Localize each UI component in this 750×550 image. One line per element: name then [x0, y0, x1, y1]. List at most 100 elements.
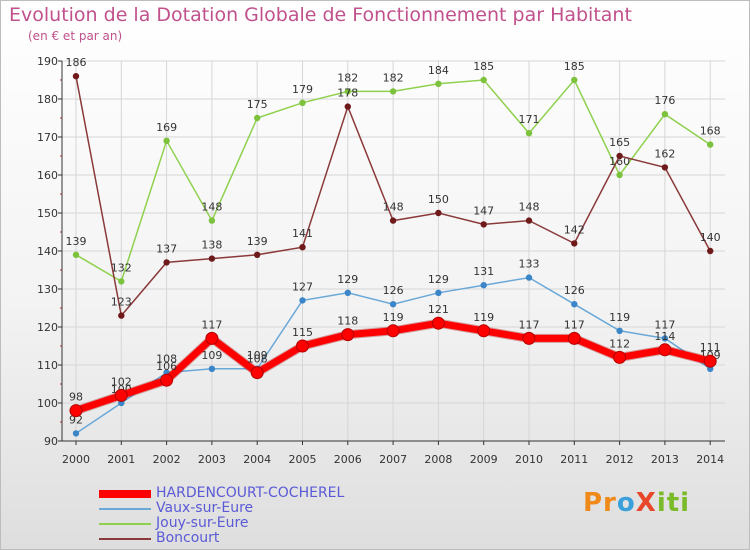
- data-label-hardencourt-cocherel: 98: [69, 391, 83, 404]
- data-point-boncourt: [118, 312, 125, 319]
- data-point-jouy-sur-eure: [435, 80, 442, 88]
- data-point-hardencourt-cocherel: [250, 366, 264, 380]
- data-point-vaux-sur-eure: [435, 289, 442, 296]
- chart-subtitle: (en € et par an): [28, 29, 123, 43]
- data-point-vaux-sur-eure: [480, 282, 487, 289]
- data-point-jouy-sur-eure: [118, 278, 125, 285]
- data-point-hardencourt-cocherel: [703, 354, 717, 368]
- y-tick-label: 190: [37, 55, 58, 68]
- y-tick-label: 160: [37, 169, 58, 182]
- data-label-vaux-sur-eure: 126: [383, 284, 404, 297]
- data-point-hardencourt-cocherel: [341, 328, 355, 342]
- y-tick-label: 100: [37, 397, 58, 410]
- data-label-vaux-sur-eure: 109: [247, 349, 268, 362]
- y-tick-label: 90: [44, 435, 58, 448]
- data-point-boncourt: [208, 255, 216, 262]
- data-point-vaux-sur-eure: [299, 297, 306, 304]
- data-label-jouy-sur-eure: 185: [473, 60, 494, 73]
- data-label-hardencourt-cocherel: 117: [519, 318, 540, 331]
- y-tick-label: 170: [37, 131, 58, 144]
- x-tick-label: 2012: [606, 453, 634, 466]
- data-point-boncourt: [616, 152, 623, 160]
- data-label-boncourt: 148: [519, 201, 540, 214]
- data-label-hardencourt-cocherel: 106: [156, 360, 177, 373]
- data-label-boncourt: 142: [564, 223, 585, 236]
- data-point-boncourt: [299, 244, 306, 251]
- data-point-jouy-sur-eure: [525, 130, 533, 137]
- data-label-boncourt: 141: [292, 227, 313, 240]
- data-label-hardencourt-cocherel: 121: [428, 303, 449, 316]
- data-point-boncourt: [389, 217, 397, 224]
- data-label-vaux-sur-eure: 129: [428, 273, 449, 286]
- x-tick-label: 2003: [198, 453, 226, 466]
- data-point-boncourt: [254, 251, 261, 258]
- data-point-hardencourt-cocherel: [69, 404, 83, 418]
- data-point-jouy-sur-eure: [344, 88, 351, 95]
- data-label-boncourt: 137: [156, 242, 177, 255]
- data-label-boncourt: 150: [428, 193, 449, 206]
- data-point-boncourt: [525, 217, 533, 224]
- data-point-vaux-sur-eure: [344, 289, 351, 296]
- legend-label-hardencourt: HARDENCOURT-COCHEREL: [156, 485, 345, 501]
- data-label-jouy-sur-eure: 182: [337, 71, 358, 84]
- legend-swatch-boncourt: [99, 538, 151, 540]
- data-label-hardencourt-cocherel: 108: [247, 353, 268, 366]
- data-label-vaux-sur-eure: 133: [519, 258, 540, 271]
- data-label-jouy-sur-eure: 148: [201, 201, 222, 214]
- x-tick-label: 2009: [470, 453, 498, 466]
- data-point-hardencourt-cocherel: [386, 324, 400, 338]
- data-point-boncourt: [571, 240, 578, 247]
- data-label-vaux-sur-eure: 127: [292, 280, 313, 293]
- data-point-hardencourt-cocherel: [658, 343, 672, 357]
- data-label-boncourt: 140: [700, 231, 721, 244]
- data-point-jouy-sur-eure: [480, 76, 487, 84]
- data-label-hardencourt-cocherel: 111: [700, 341, 721, 354]
- x-tick-label: 2000: [62, 453, 90, 466]
- data-point-boncourt: [707, 247, 714, 255]
- data-point-hardencourt-cocherel: [205, 331, 219, 345]
- data-label-jouy-sur-eure: 175: [247, 98, 268, 111]
- y-tick-label: 110: [37, 359, 58, 372]
- data-point-hardencourt-cocherel: [477, 324, 491, 338]
- data-point-hardencourt-cocherel: [431, 316, 445, 330]
- data-label-boncourt: 178: [337, 87, 358, 100]
- data-point-jouy-sur-eure: [72, 251, 80, 258]
- proxiti-logo: ProXiti: [583, 488, 691, 518]
- data-point-boncourt: [661, 164, 669, 171]
- data-label-hardencourt-cocherel: 119: [473, 311, 494, 324]
- x-tick-label: 2007: [379, 453, 407, 466]
- data-point-jouy-sur-eure: [254, 114, 261, 122]
- data-point-vaux-sur-eure: [72, 430, 80, 437]
- x-tick-label: 2010: [515, 453, 543, 466]
- data-label-jouy-sur-eure: 171: [519, 113, 540, 126]
- x-tick-label: 2014: [696, 453, 724, 466]
- data-label-hardencourt-cocherel: 117: [564, 318, 585, 331]
- data-label-hardencourt-cocherel: 117: [201, 318, 222, 331]
- data-label-jouy-sur-eure: 182: [383, 71, 404, 84]
- data-label-boncourt: 123: [111, 296, 132, 309]
- x-tick-label: 2005: [289, 453, 317, 466]
- data-label-boncourt: 165: [609, 136, 630, 149]
- legend-swatch-vaux: [99, 508, 151, 510]
- y-tick-label: 150: [37, 207, 58, 220]
- x-tick-label: 2011: [560, 453, 588, 466]
- data-label-vaux-sur-eure: 126: [564, 284, 585, 297]
- legend-label-jouy: Jouy-sur-Eure: [156, 515, 249, 531]
- data-label-hardencourt-cocherel: 118: [337, 315, 358, 328]
- data-point-jouy-sur-eure: [616, 171, 623, 179]
- data-point-boncourt: [435, 209, 442, 217]
- data-label-vaux-sur-eure: 131: [473, 265, 494, 278]
- y-tick-label: 140: [37, 245, 58, 258]
- data-point-hardencourt-cocherel: [522, 331, 536, 345]
- data-point-boncourt: [163, 259, 170, 266]
- legend-label-vaux: Vaux-sur-Eure: [156, 500, 254, 516]
- data-label-jouy-sur-eure: 132: [111, 261, 132, 274]
- data-point-jouy-sur-eure: [571, 76, 578, 84]
- data-label-jouy-sur-eure: 184: [428, 64, 449, 77]
- x-tick-label: 2006: [334, 453, 362, 466]
- data-label-jouy-sur-eure: 168: [700, 125, 721, 138]
- y-tick-label: 120: [37, 321, 58, 334]
- data-label-vaux-sur-eure: 109: [201, 349, 222, 362]
- data-point-vaux-sur-eure: [389, 301, 397, 308]
- data-label-hardencourt-cocherel: 119: [383, 311, 404, 324]
